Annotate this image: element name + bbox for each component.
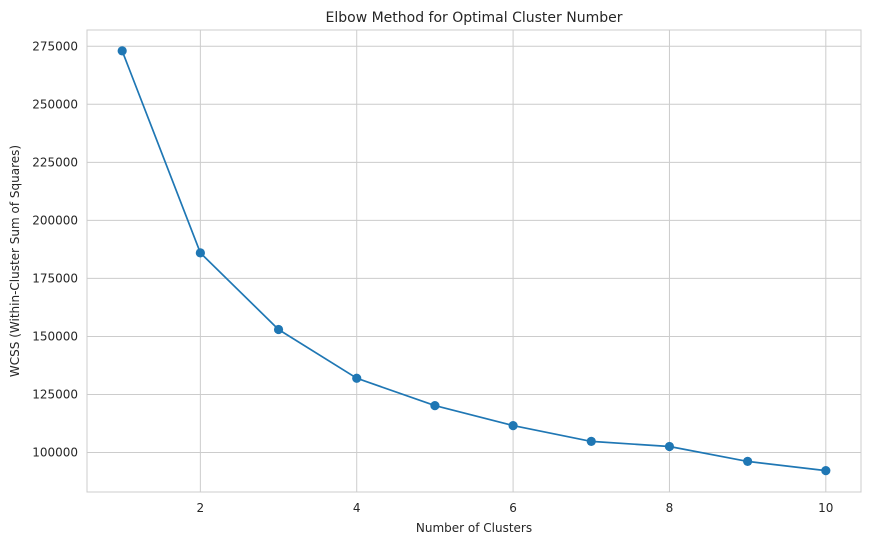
series-line: [121, 50, 827, 472]
y-axis-label: WCSS (Within-Cluster Sum of Squares): [8, 145, 22, 377]
data-point: [743, 456, 753, 466]
x-axis-label: Number of Clusters: [416, 521, 532, 535]
grid-lines: [87, 30, 861, 492]
data-point: [508, 421, 518, 431]
data-point: [821, 466, 831, 476]
data-point: [195, 248, 205, 258]
y-axis-ticks: 100000 125000 150000 175000 200000 225000 2500…: [32, 39, 78, 459]
data-point: [352, 373, 362, 383]
series-layer: [117, 46, 831, 476]
data-point: [586, 436, 596, 446]
data-point: [664, 441, 675, 452]
y-tick-label: 100000: [32, 446, 78, 460]
y-tick-label: 200000: [32, 213, 78, 227]
y-tick-label: 275000: [32, 39, 78, 53]
x-tick-label: 10: [818, 501, 833, 515]
plot-area: [86, 29, 862, 493]
y-tick-label: 150000: [32, 329, 78, 343]
x-tick-label: 6: [509, 501, 517, 515]
x-tick-label: 8: [666, 501, 674, 515]
chart-title: Elbow Method for Optimal Cluster Number: [326, 10, 623, 26]
x-axis-ticks: 2 4 6 8 10: [197, 501, 834, 515]
x-tick-label: 4: [353, 501, 361, 515]
y-tick-label: 175000: [32, 271, 78, 285]
x-tick-label: 2: [197, 501, 205, 515]
y-tick-label: 225000: [32, 155, 78, 169]
y-tick-label: 125000: [32, 387, 78, 401]
y-tick-label: 250000: [32, 97, 78, 111]
data-point: [273, 324, 284, 335]
data-point: [117, 46, 127, 56]
data-point: [430, 401, 440, 411]
